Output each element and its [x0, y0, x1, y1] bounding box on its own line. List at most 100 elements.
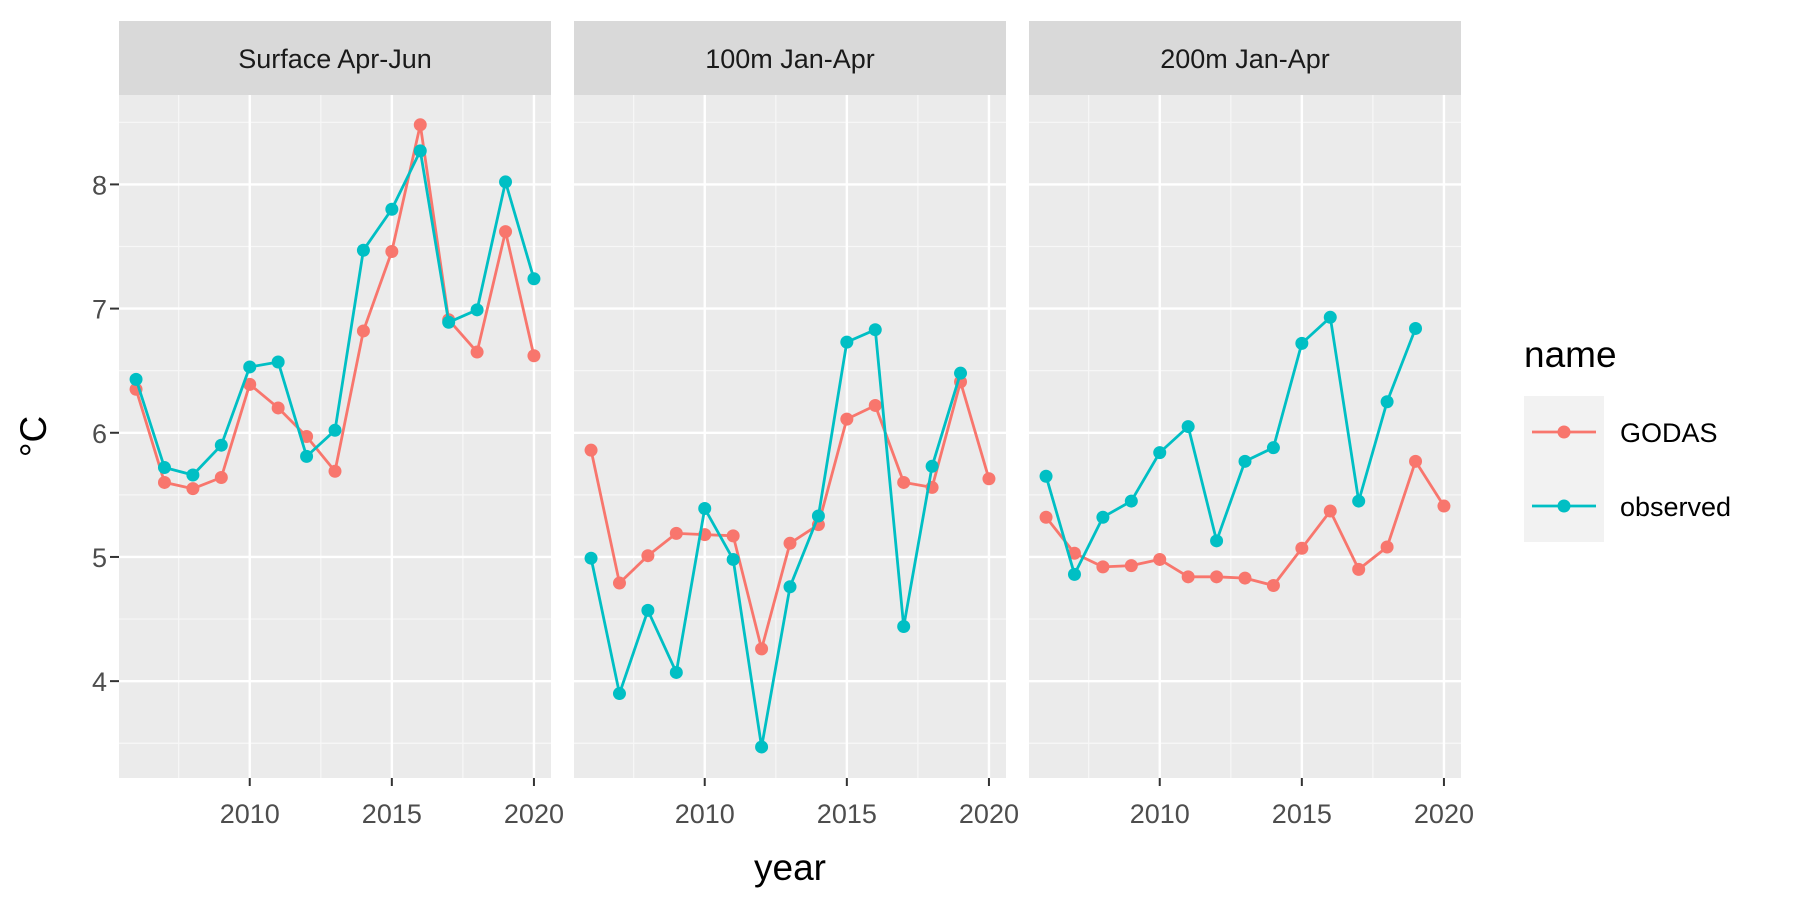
data-point-godas [1323, 504, 1337, 518]
x-tick-label: 2015 [1272, 799, 1332, 829]
legend-label: observed [1620, 492, 1731, 522]
data-point-godas [1039, 510, 1053, 524]
data-point-godas [897, 475, 911, 489]
data-point-observed [783, 580, 797, 594]
legend-key-background [1524, 396, 1604, 542]
data-point-godas [527, 349, 541, 363]
data-point-observed [413, 144, 427, 158]
data-point-observed [1380, 395, 1394, 409]
data-point-observed [584, 551, 598, 565]
data-point-godas [1153, 552, 1167, 566]
x-tick-label: 2020 [1414, 799, 1474, 829]
data-point-godas [982, 472, 996, 486]
data-point-observed [1323, 310, 1337, 324]
data-point-godas [300, 430, 314, 443]
data-point-godas [612, 576, 626, 590]
x-tick-label: 2015 [817, 799, 877, 829]
facet-title: 200m Jan-Apr [1160, 44, 1330, 74]
data-point-observed [1124, 494, 1138, 508]
data-point-observed [669, 665, 683, 679]
data-point-observed [1238, 454, 1252, 468]
legend-title: name [1524, 334, 1617, 375]
data-point-observed [385, 202, 399, 216]
data-point-godas [157, 475, 171, 489]
x-tick-label: 2010 [675, 799, 735, 829]
data-point-observed [186, 468, 200, 482]
data-point-observed [1266, 441, 1280, 455]
x-tick-label: 2015 [362, 799, 422, 829]
data-point-godas [499, 225, 513, 239]
data-point-observed [499, 175, 513, 189]
data-point-godas [726, 529, 740, 543]
x-tick-label: 2020 [959, 799, 1019, 829]
data-point-observed [1409, 321, 1423, 335]
data-point-godas [1352, 562, 1366, 576]
data-point-godas [214, 470, 228, 484]
data-point-observed [1067, 567, 1081, 581]
data-point-observed [698, 502, 712, 516]
legend-label: GODAS [1620, 418, 1718, 448]
data-point-observed [925, 459, 939, 473]
data-point-observed [1096, 510, 1110, 524]
legend-key-point [1557, 499, 1571, 513]
data-point-observed [470, 303, 484, 317]
data-point-observed [1210, 534, 1224, 548]
data-point-godas [755, 642, 769, 656]
data-point-godas [783, 536, 797, 550]
data-point-observed [641, 603, 655, 617]
data-point-observed [1352, 494, 1366, 508]
data-point-godas [1238, 571, 1252, 585]
facet-strip [1029, 21, 1461, 95]
data-point-observed [897, 619, 911, 633]
y-tick-label: 5 [92, 543, 107, 573]
data-point-godas [1295, 541, 1309, 555]
data-point-godas [1096, 560, 1110, 574]
data-point-godas [1067, 546, 1081, 560]
data-point-godas [271, 401, 285, 415]
data-point-observed [243, 360, 257, 374]
data-point-godas [584, 443, 598, 457]
data-point-godas [1437, 499, 1451, 513]
x-axis-title: year [754, 847, 826, 888]
facet-title: 100m Jan-Apr [705, 44, 875, 74]
y-axis-title: °C [13, 416, 54, 458]
data-point-godas [840, 412, 854, 426]
data-point-godas [385, 244, 399, 258]
panel-background [574, 95, 1006, 778]
data-point-observed [129, 372, 143, 386]
panel-3: 200m Jan-Apr 2010 2015 2020 [1029, 21, 1474, 829]
facet-title: Surface Apr-Jun [238, 44, 432, 74]
data-point-observed [755, 740, 769, 754]
data-point-observed [527, 272, 541, 286]
data-point-observed [1295, 336, 1309, 350]
data-point-observed [1153, 446, 1167, 460]
panel-1: Surface Apr-Jun 2010 2015 2020 [119, 21, 564, 829]
data-point-observed [612, 687, 626, 701]
y-tick-label: 7 [92, 295, 107, 325]
data-point-godas [1409, 454, 1423, 468]
data-point-observed [214, 438, 228, 452]
series-line-observed [589, 328, 962, 749]
data-point-observed [328, 423, 342, 437]
data-point-godas [868, 398, 882, 412]
x-tick-label: 2010 [1130, 799, 1190, 829]
data-point-godas [1210, 570, 1224, 584]
data-point-godas [186, 482, 200, 496]
data-point-observed [157, 461, 171, 475]
facet-strip [119, 21, 551, 95]
data-point-observed [954, 366, 968, 380]
legend: name GODAS observed [1524, 334, 1731, 542]
x-tick-label: 2020 [504, 799, 564, 829]
data-point-observed [811, 509, 825, 523]
legend-key-point [1557, 425, 1571, 439]
y-tick-label: 6 [92, 419, 107, 449]
data-point-godas [1266, 579, 1280, 593]
data-point-observed [1181, 420, 1195, 434]
data-point-observed [300, 449, 314, 463]
data-point-godas [1124, 559, 1138, 573]
data-point-observed [271, 355, 285, 369]
data-point-godas [328, 464, 342, 478]
data-point-observed [356, 243, 370, 257]
data-point-observed [726, 552, 740, 566]
